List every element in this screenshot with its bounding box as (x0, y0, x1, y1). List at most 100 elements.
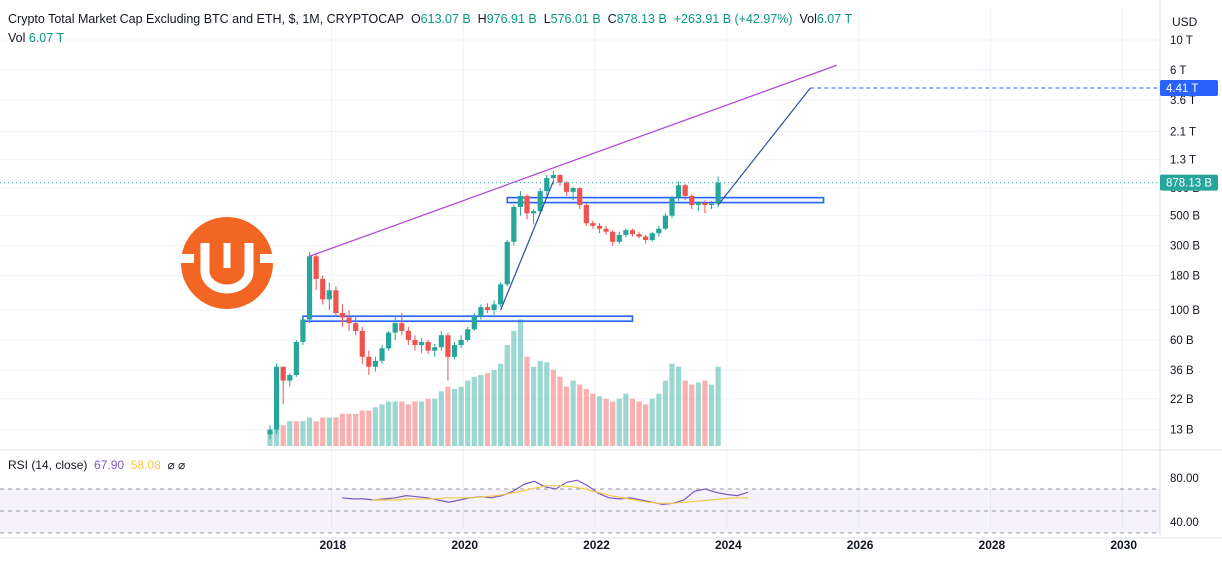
volume-bar (293, 421, 299, 446)
projection-arrow (717, 87, 811, 206)
candle-body (293, 341, 299, 376)
volume-bar (366, 410, 372, 446)
time-tick-label: 2020 (451, 538, 478, 552)
volume-bar (675, 366, 682, 446)
candle-body (320, 278, 326, 300)
rsi-pane (0, 479, 1160, 534)
candle-body (353, 323, 359, 331)
volume-bar (596, 396, 603, 446)
candle-body (649, 233, 655, 241)
candle-body (418, 341, 425, 346)
candle-body (300, 319, 306, 342)
volume-bar (669, 363, 675, 446)
eye-off-icon[interactable]: ⌀ (167, 458, 175, 472)
price-tick-label: 3.6 T (1170, 95, 1196, 107)
volume-bar (623, 393, 629, 446)
volume-bar (544, 362, 550, 446)
candle-body (517, 195, 524, 207)
candle-body (643, 236, 649, 241)
candle-body (432, 347, 438, 351)
volume-bar (333, 417, 339, 446)
rsi-ma-value: 58.08 (130, 458, 161, 472)
candle-body (372, 360, 379, 367)
candle-body (662, 215, 668, 229)
candle-body (484, 307, 491, 310)
candle-body (531, 211, 537, 214)
price-tick-label: 10 T (1170, 35, 1193, 47)
volume-bar (339, 413, 346, 446)
volume-bar (471, 376, 477, 446)
volume-bar (287, 421, 293, 446)
candle-body (682, 185, 688, 196)
volume-bar (386, 401, 392, 446)
volume-bar (320, 417, 326, 446)
logo-notch (260, 254, 274, 263)
candle-body (412, 339, 418, 346)
logo-notch (180, 254, 194, 263)
candle-body (366, 356, 372, 367)
time-axis[interactable]: 2018 2020 2022 2024 2026 2028 2030 (320, 538, 1138, 552)
price-tick-label: 2.1 T (1170, 127, 1196, 139)
volume-bar (583, 388, 589, 446)
time-tick-label: 2024 (715, 538, 742, 552)
candle-body (471, 316, 477, 330)
rsi-label[interactable]: RSI (14, close) (8, 458, 88, 472)
price-tick-label: 1.3 T (1170, 155, 1196, 167)
volume-bar (662, 380, 668, 446)
candle-body (287, 375, 293, 381)
volume-bar (353, 413, 359, 446)
candle-body (563, 182, 570, 192)
volume-bar (715, 366, 721, 446)
open-value: 613.07 B (420, 12, 471, 26)
volume-bar (346, 413, 352, 446)
candle-body (451, 345, 458, 357)
drawing-lines[interactable] (0, 64, 1160, 311)
candle-body (478, 307, 484, 317)
volume-bar (511, 330, 517, 446)
candle-body (280, 366, 286, 381)
candle-body (392, 323, 398, 333)
volume-bar (438, 391, 444, 446)
candle-body (610, 231, 616, 242)
candle-body (333, 290, 339, 314)
price-tick-label: 22 B (1170, 394, 1194, 406)
volume-bar (451, 388, 458, 446)
price-tick-label: 36 B (1170, 365, 1194, 377)
time-tick-label: 2026 (847, 538, 874, 552)
volume-bar (708, 384, 715, 446)
volume-bar (445, 386, 451, 446)
candle-body (675, 185, 682, 198)
volume-bar (306, 417, 313, 446)
candle-body (405, 330, 411, 340)
volume-bar (425, 398, 431, 446)
support-zones[interactable] (302, 196, 825, 322)
price-badge (1160, 80, 1218, 97)
time-tick-label: 2022 (583, 538, 610, 552)
rsi-legend: RSI (14, close) 67.90 58.08 ⌀ ⌀ (8, 458, 185, 472)
candle-body (386, 332, 392, 349)
candle-body (695, 203, 701, 205)
candle-body (669, 197, 675, 216)
candle-body (379, 348, 385, 361)
candle-body (504, 241, 510, 285)
volume-bar (682, 380, 688, 446)
high-label: H (477, 12, 487, 26)
candle-body (491, 304, 497, 310)
chart-header: Crypto Total Market Cap Excluding BTC an… (8, 12, 852, 26)
candle-body (583, 204, 589, 224)
symbol-title[interactable]: Crypto Total Market Cap Excluding BTC an… (8, 12, 404, 26)
time-tick-label: 2030 (1110, 538, 1137, 552)
candle-body (458, 339, 464, 346)
volume-bar (379, 404, 385, 446)
eye-off-icon[interactable]: ⌀ (178, 458, 186, 472)
candle-body (537, 191, 543, 212)
candle-body (656, 228, 662, 234)
volume-bar (405, 404, 411, 446)
candle-body (550, 175, 556, 179)
candle-body (438, 335, 444, 348)
impulse-arrow (500, 180, 554, 311)
currency-label[interactable]: USD (1172, 15, 1198, 29)
candle-body (557, 175, 563, 183)
